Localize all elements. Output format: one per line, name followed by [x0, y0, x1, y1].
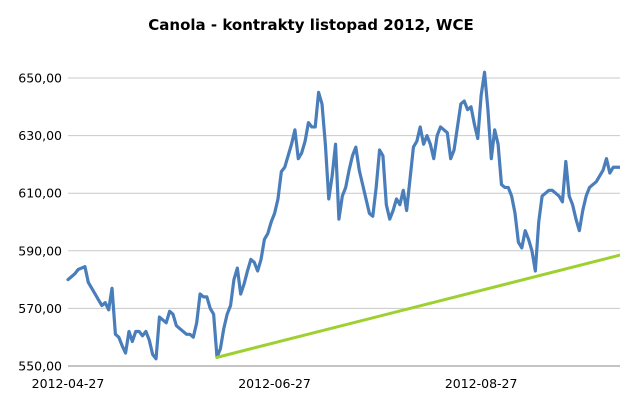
- chart-title: Canola - kontrakty listopad 2012, WCE: [148, 16, 473, 34]
- y-tick-label: 610,00: [18, 186, 62, 201]
- trend-line: [215, 253, 620, 359]
- y-tick-label: 650,00: [18, 71, 62, 86]
- x-tick-label: 2012-08-27: [445, 376, 518, 391]
- x-tick-label: 2012-04-27: [32, 376, 105, 391]
- y-axis-ticks: 550,00 570,00 590,00 610,00 630,00 650,00: [18, 71, 62, 374]
- x-tick-label: 2012-06-27: [238, 376, 311, 391]
- y-tick-label: 630,00: [18, 128, 62, 143]
- price-series-line: [66, 70, 620, 361]
- y-tick-label: 570,00: [18, 301, 62, 316]
- y-tick-label: 590,00: [18, 243, 62, 258]
- y-tick-label: 550,00: [18, 359, 62, 374]
- plot-area: [66, 70, 620, 361]
